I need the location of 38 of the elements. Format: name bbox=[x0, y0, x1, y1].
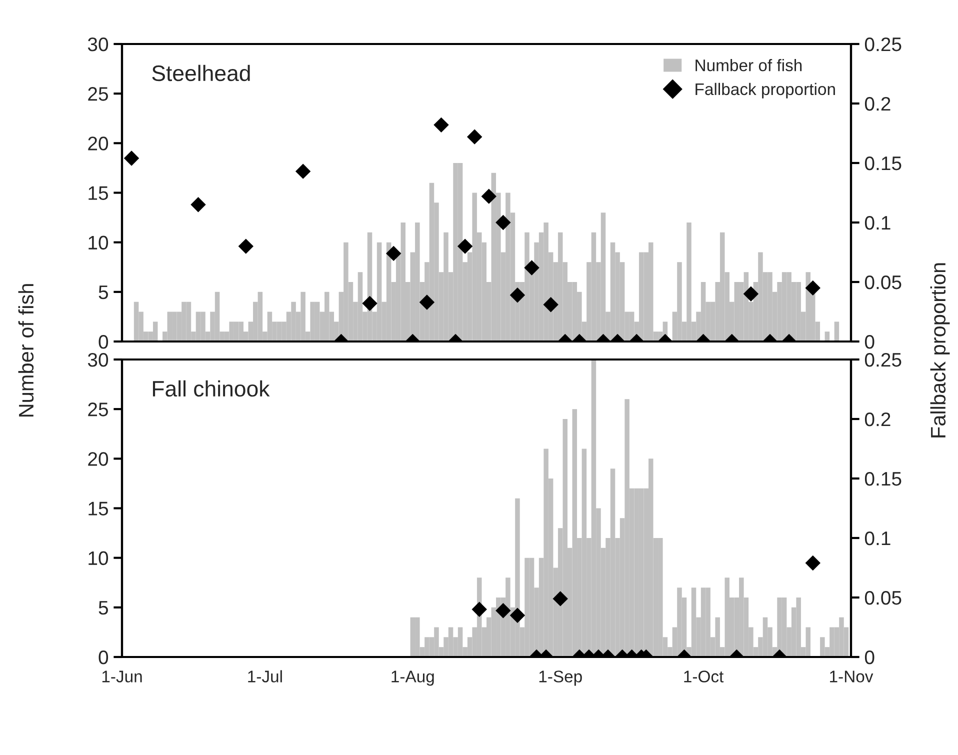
y2-tick-label: 0 bbox=[864, 334, 874, 349]
y2-tick-label: 0.05 bbox=[864, 590, 902, 605]
x-tick-label: 1-Sep bbox=[539, 670, 582, 686]
y-tick-label: 15 bbox=[88, 186, 108, 200]
y2-tick-label: 0.2 bbox=[864, 96, 890, 111]
text: Steelhead bbox=[152, 64, 250, 82]
legend-label: Fallback proportion bbox=[696, 82, 835, 98]
y2-axis-title: Fallback proportion bbox=[930, 263, 950, 438]
x-tick-label: 1-Jul bbox=[248, 670, 282, 682]
y2-tick-label: 0.15 bbox=[864, 156, 902, 170]
y-tick-label: 30 bbox=[88, 352, 108, 367]
y-tick-label: 5 bbox=[98, 286, 108, 300]
x-tick-label: 1-Oct bbox=[684, 670, 724, 682]
y-tick-label: 30 bbox=[88, 37, 108, 52]
y-tick-label: 5 bbox=[98, 601, 108, 615]
legend-label: Number of fish bbox=[696, 59, 802, 72]
y2-tick-label: 0.25 bbox=[864, 37, 902, 52]
x-tick-label: 1-Jun bbox=[102, 670, 142, 682]
text: Fall chinook bbox=[152, 380, 270, 397]
y-tick-label: 0 bbox=[98, 650, 108, 664]
y-tick-label: 25 bbox=[88, 402, 108, 416]
y-tick-label: 20 bbox=[88, 136, 108, 150]
y-tick-label: 25 bbox=[88, 87, 108, 101]
y-tick-label: 10 bbox=[88, 551, 108, 566]
y-tick-label: 15 bbox=[88, 502, 108, 516]
y2-tick-label: 0.1 bbox=[864, 531, 890, 546]
x-tick-label: 1-Nov bbox=[830, 670, 874, 682]
y-axis-title: Number of fish bbox=[18, 284, 34, 417]
y-tick-label: 10 bbox=[88, 236, 108, 250]
x-tick-label: 1-Aug bbox=[392, 670, 434, 686]
y2-tick-label: 0.1 bbox=[864, 216, 890, 230]
y2-tick-label: 0.05 bbox=[864, 275, 902, 290]
y-tick-label: 0 bbox=[98, 334, 108, 349]
y2-tick-label: 0.25 bbox=[864, 352, 902, 367]
y-tick-label: 20 bbox=[88, 452, 108, 466]
y2-tick-label: 0.2 bbox=[864, 412, 890, 426]
y2-tick-label: 0 bbox=[864, 650, 874, 664]
y2-tick-label: 0.15 bbox=[864, 472, 902, 486]
